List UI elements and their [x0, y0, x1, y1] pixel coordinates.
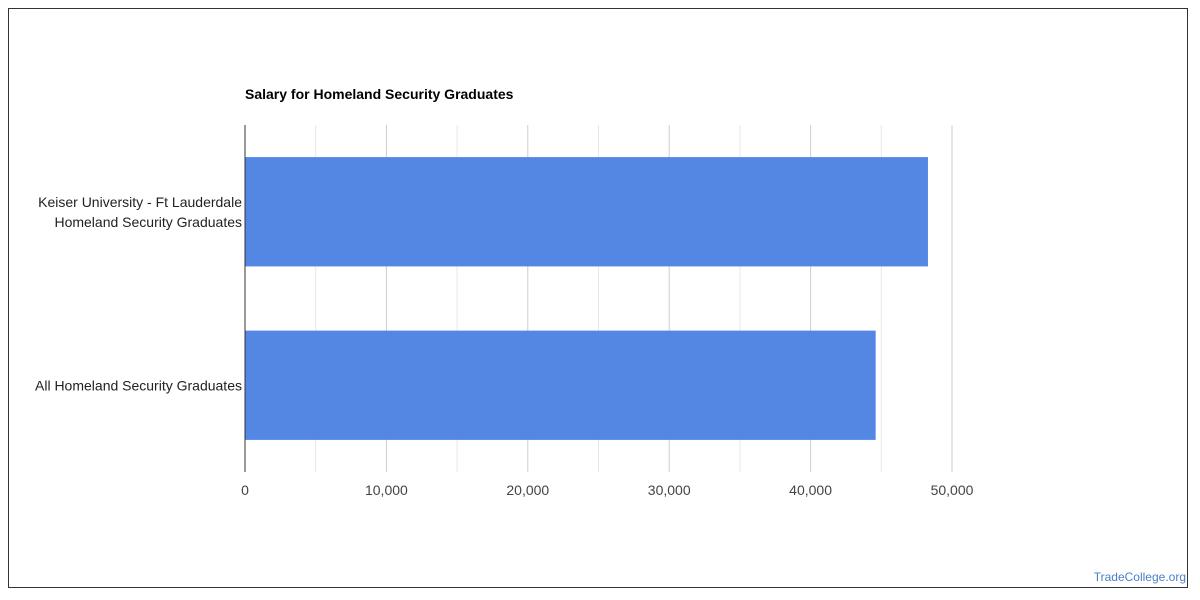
- category-label: Keiser University - Ft Lauderdale: [38, 194, 242, 210]
- chart-title: Salary for Homeland Security Graduates: [245, 86, 514, 102]
- x-tick-label: 50,000: [931, 482, 974, 498]
- x-tick-label: 0: [241, 482, 249, 498]
- bar: [245, 330, 876, 440]
- category-label: All Homeland Security Graduates: [35, 377, 242, 393]
- bar: [245, 157, 928, 267]
- watermark-link[interactable]: TradeCollege.org: [1093, 570, 1186, 584]
- x-tick-label: 20,000: [506, 482, 549, 498]
- x-tick-label: 10,000: [365, 482, 408, 498]
- category-label: Homeland Security Graduates: [54, 214, 242, 230]
- x-tick-label: 40,000: [789, 482, 832, 498]
- x-tick-label: 30,000: [648, 482, 691, 498]
